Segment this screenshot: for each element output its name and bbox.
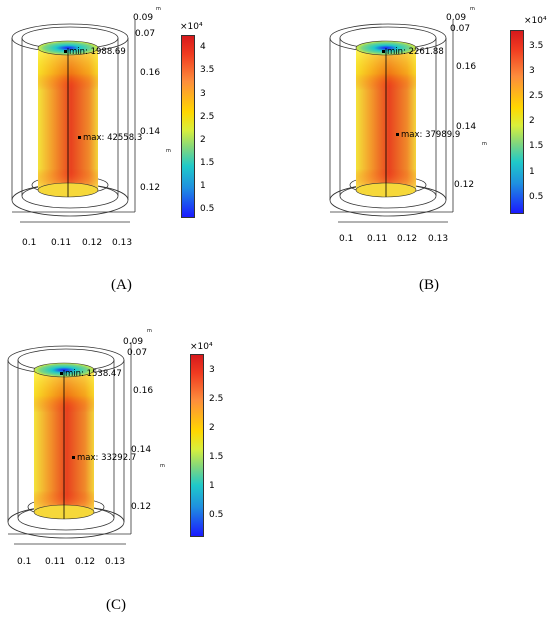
depth-tick-c-1: 0.07 — [127, 348, 148, 358]
cylinder-plot-b — [329, 20, 454, 223]
y-tick-a-2: 0.12 — [140, 183, 161, 193]
max-marker-a: max: 42558.3 — [78, 133, 142, 143]
y-tick-c-2: 0.12 — [131, 502, 152, 512]
unit-label-b: m — [470, 6, 475, 12]
cylinder-plot-c — [7, 342, 132, 545]
x-tick-b-2: 0.12 — [397, 234, 418, 244]
x-tick-a-0: 0.1 — [22, 238, 37, 248]
y-tick-b-2: 0.12 — [454, 180, 475, 190]
caption-c: (C) — [106, 597, 126, 613]
depth-tick-c-0: 0.09 — [123, 337, 144, 347]
min-marker-b: min: 2261.88 — [382, 47, 444, 57]
x-tick-c-2: 0.12 — [75, 557, 96, 567]
caption-a: (A) — [111, 277, 132, 293]
unit-label-a: m — [156, 6, 161, 12]
x-tick-c-1: 0.11 — [45, 557, 66, 567]
x-tick-a-2: 0.12 — [82, 238, 103, 248]
y-tick-a-0: 0.16 — [140, 68, 161, 78]
x-tick-b-1: 0.11 — [367, 234, 388, 244]
max-marker-c: max: 33292.7 — [72, 453, 136, 463]
colorbar-a — [181, 35, 195, 218]
x-tick-a-1: 0.11 — [51, 238, 72, 248]
caption-b: (B) — [419, 277, 439, 293]
x-tick-c-0: 0.1 — [17, 557, 32, 567]
colorbar-multiplier-c: ×10⁴ — [190, 342, 213, 352]
depth-tick-a-0: 0.09 — [133, 13, 154, 23]
y-tick-a-1: 0.14 — [140, 127, 161, 137]
panel-c: min: 1538.47 max: 33292.7 0.09 0.07 m 0.… — [0, 322, 275, 622]
x-tick-c-3: 0.13 — [105, 557, 126, 567]
colorbar-multiplier-b: ×10⁴ — [524, 16, 547, 26]
x-tick-b-3: 0.13 — [428, 234, 449, 244]
depth-tick-b-0: 0.09 — [446, 13, 467, 23]
colorbar-multiplier-a: ×10⁴ — [180, 22, 203, 32]
depth-tick-a-1: 0.07 — [135, 29, 156, 39]
colorbar-b — [510, 30, 524, 214]
colorbar-c — [190, 354, 204, 537]
panel-a: min: 1988.69 max: 42558.3 0.09 0.07 m 0.… — [0, 0, 275, 300]
x-tick-b-0: 0.1 — [339, 234, 354, 244]
min-marker-a: min: 1988.69 — [64, 47, 126, 57]
wireframe-c — [7, 342, 132, 545]
y-tick-c-1: 0.14 — [131, 445, 152, 455]
wireframe-a — [11, 20, 136, 223]
depth-tick-b-1: 0.07 — [450, 24, 471, 34]
cylinder-plot-a — [11, 20, 136, 223]
min-marker-c: min: 1538.47 — [60, 369, 122, 379]
y-tick-b-1: 0.14 — [456, 122, 477, 132]
y-tick-b-0: 0.16 — [456, 62, 477, 72]
panel-b: min: 2261.88 max: 37989.9 0.09 0.07 m 0.… — [318, 0, 550, 300]
unit-label-c: m — [147, 328, 152, 334]
x-tick-a-3: 0.13 — [112, 238, 133, 248]
max-marker-b: max: 37989.9 — [396, 130, 460, 140]
y-tick-c-0: 0.16 — [133, 386, 154, 396]
